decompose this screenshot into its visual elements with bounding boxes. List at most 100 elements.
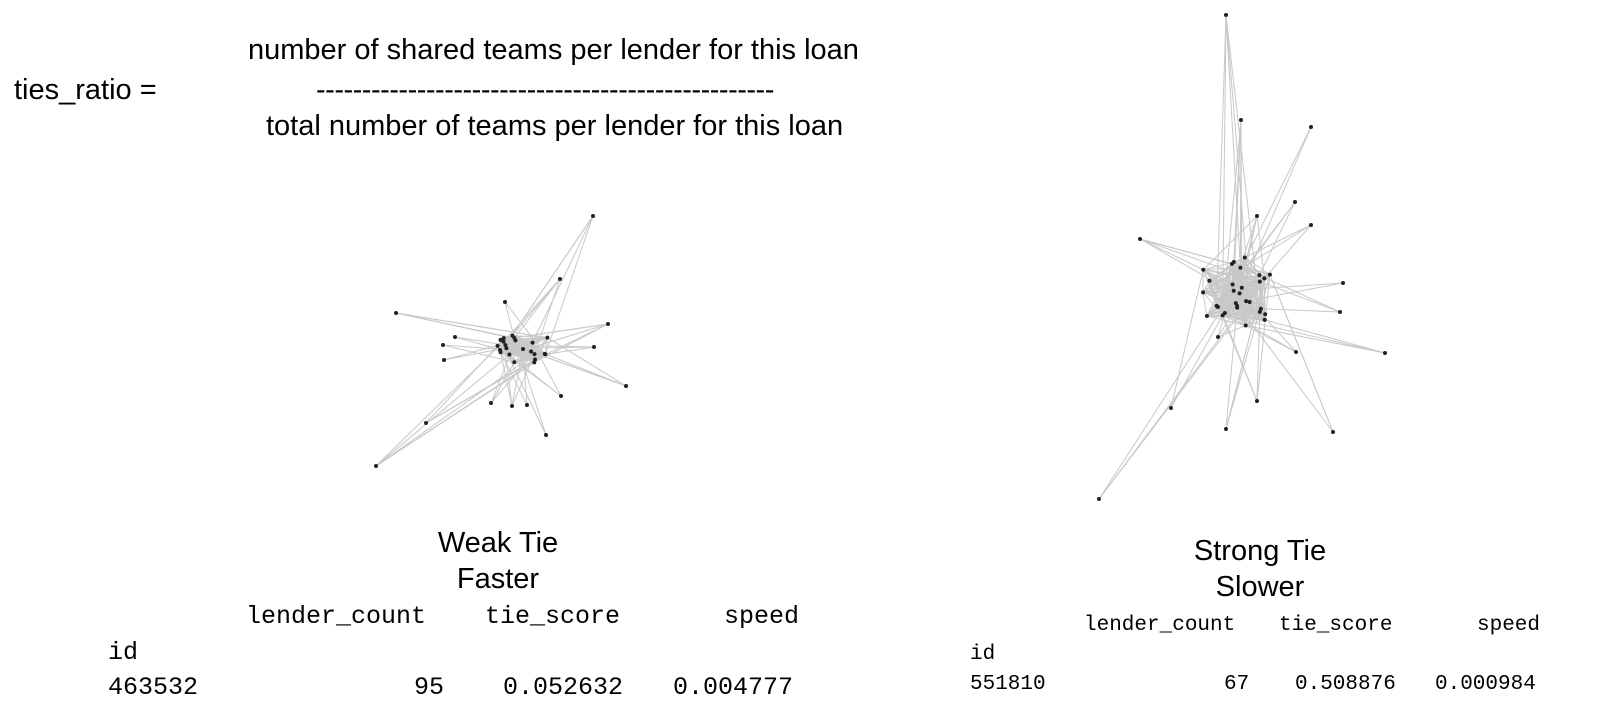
network-node (1341, 281, 1345, 285)
network-edge (395, 312, 515, 339)
network-edge (1217, 306, 1297, 353)
table-cell-tie-score: 0.508876 (1295, 673, 1396, 696)
network-edge (1263, 278, 1266, 315)
network-node (503, 343, 508, 348)
network-node (529, 349, 534, 354)
network-node (1263, 312, 1268, 317)
network-edge (375, 354, 510, 467)
network-node (1239, 285, 1244, 290)
network-node (1309, 125, 1313, 129)
network-edge (506, 346, 595, 349)
network-edge (1217, 306, 1238, 309)
network-edge (1206, 315, 1246, 326)
network-node (441, 343, 445, 347)
network-node (498, 337, 503, 342)
network-node (1262, 317, 1267, 322)
table-cell-tie-score: 0.052632 (503, 673, 624, 702)
network-edge (500, 323, 609, 341)
network-edge (1098, 274, 1271, 500)
network-node (1267, 272, 1272, 277)
network-edge (375, 341, 504, 467)
network-node (442, 358, 446, 362)
network-edge (1263, 224, 1312, 279)
network-node (512, 360, 517, 365)
network-edge (1241, 126, 1312, 288)
network-edge (1222, 119, 1242, 316)
network-edge (1202, 292, 1223, 316)
network-node (1257, 279, 1262, 284)
network-edge (1256, 274, 1271, 402)
weak-tie-label: Weak Tie (437, 527, 559, 559)
network-edge (1245, 325, 1297, 353)
network-node (1338, 310, 1342, 314)
network-node (533, 357, 538, 362)
network-edge (1244, 224, 1312, 259)
network-edge (1217, 305, 1238, 338)
table-cell-speed: 0.004777 (673, 673, 794, 702)
network-node (1257, 273, 1262, 278)
network-node (1138, 237, 1142, 241)
network-edge (1225, 278, 1265, 430)
network-edge (1225, 305, 1238, 430)
network-node (394, 311, 398, 315)
strong-tie-caption: Strong Tie Slower (1160, 533, 1360, 605)
network-node (1230, 282, 1235, 287)
network-node (532, 352, 537, 357)
network-node (1238, 265, 1243, 270)
network-edge (513, 278, 561, 339)
network-edge (1217, 306, 1386, 354)
network-edge (1256, 215, 1265, 279)
network-node (1257, 309, 1262, 314)
network-edge (1222, 14, 1227, 316)
network-edge (1225, 14, 1261, 312)
network-edge (1236, 287, 1243, 307)
network-node (1201, 290, 1206, 295)
network-node (1215, 304, 1220, 309)
formula-denominator: total number of teams per lender for thi… (266, 110, 844, 142)
network-edge (1216, 14, 1227, 306)
network-edge (499, 349, 562, 397)
network-node (510, 333, 515, 338)
table-index-name: id (108, 638, 139, 667)
network-edge (1202, 282, 1344, 293)
network-edge (512, 335, 548, 339)
table-cell-lender-count: 67 (1224, 673, 1250, 696)
table-cell-lender-count: 95 (414, 673, 445, 702)
network-edge (1245, 313, 1266, 326)
network-edge (500, 352, 513, 407)
network-edge (504, 301, 515, 339)
network-edge (1259, 281, 1341, 313)
network-edge (512, 335, 546, 355)
network-node (1220, 313, 1225, 318)
network-edge (547, 337, 627, 387)
network-edge (395, 312, 548, 339)
network-node (543, 352, 548, 357)
network-node (501, 336, 506, 341)
network-node (501, 339, 506, 344)
network-node (489, 401, 493, 405)
network-edge (1203, 269, 1260, 283)
network-node (1237, 291, 1242, 296)
network-node (1204, 314, 1209, 319)
strong-tie-network (1097, 13, 1387, 501)
formula-divider: ----------------------------------------… (316, 74, 774, 106)
network-node (498, 350, 503, 355)
table-index-name: id (970, 643, 996, 666)
network-node (374, 464, 378, 468)
formula-numerator: number of shared teams per lender for th… (248, 34, 859, 66)
network-node (510, 404, 514, 408)
network-edge (1139, 238, 1233, 265)
network-node (545, 335, 550, 340)
network-edge (1235, 302, 1334, 433)
table-cell-id: 463532 (108, 673, 199, 702)
network-edge (514, 340, 547, 436)
network-edge (522, 348, 627, 387)
network-edge (1260, 308, 1341, 313)
network-node (1255, 214, 1259, 218)
network-node (1169, 406, 1173, 410)
network-node (1383, 351, 1387, 355)
network-edge (1259, 201, 1296, 276)
network-node (1239, 118, 1243, 122)
network-node (1224, 13, 1228, 17)
network-node (1293, 200, 1297, 204)
